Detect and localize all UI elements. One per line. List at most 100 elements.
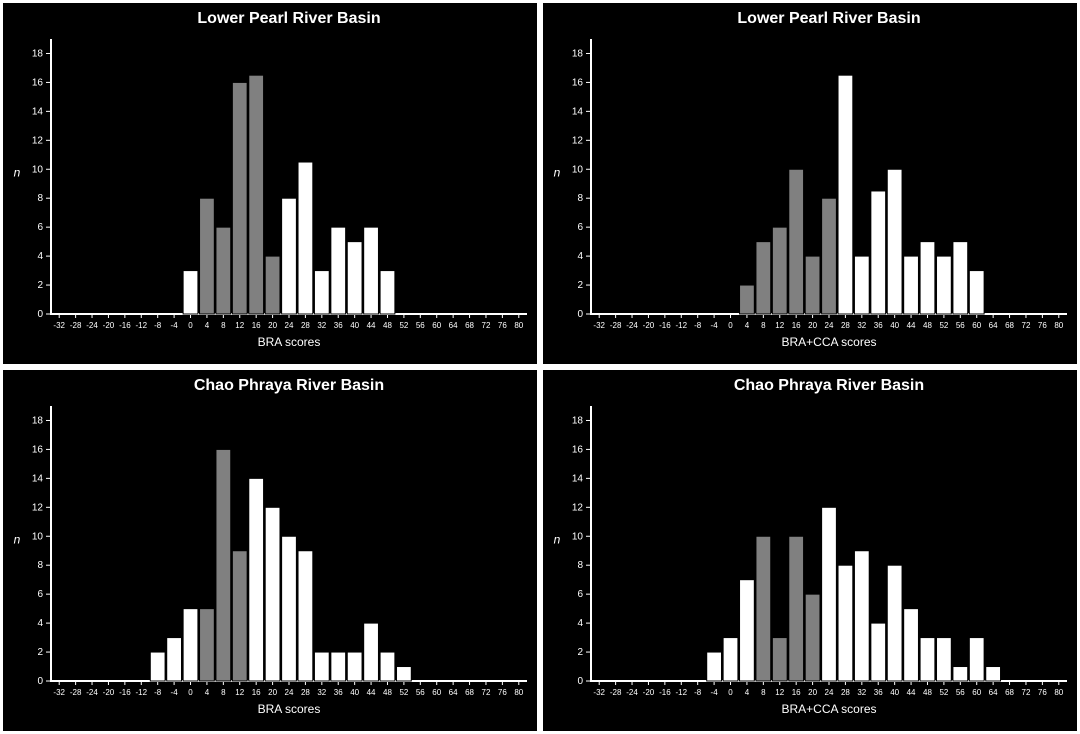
- x-tick-label: 12: [775, 321, 784, 330]
- x-tick-label: -4: [171, 688, 179, 697]
- y-tick-label: 18: [32, 415, 44, 426]
- bar: [347, 652, 362, 681]
- y-tick-label: 10: [32, 531, 44, 542]
- x-tick-label: -12: [675, 688, 687, 697]
- panel-bottom-right: Chao Phraya River Basin024681012141618n-…: [540, 367, 1080, 734]
- x-tick-label: 56: [416, 688, 425, 697]
- x-tick-label: -12: [675, 321, 687, 330]
- bar: [347, 242, 362, 314]
- bar: [397, 667, 412, 681]
- y-tick-label: 4: [37, 618, 43, 629]
- bar: [887, 169, 902, 314]
- x-tick-label: 24: [825, 688, 834, 697]
- x-tick-label: -12: [135, 321, 147, 330]
- x-tick-label: 48: [923, 321, 932, 330]
- x-tick-label: 76: [498, 321, 507, 330]
- y-tick-label: 4: [37, 251, 43, 262]
- x-tick-label: 8: [761, 321, 766, 330]
- chart-title: Chao Phraya River Basin: [194, 377, 384, 394]
- y-tick-label: 4: [577, 618, 583, 629]
- x-tick-label: 20: [268, 321, 277, 330]
- bar: [265, 507, 280, 681]
- x-tick-label: -28: [70, 321, 82, 330]
- x-tick-label: 52: [399, 321, 408, 330]
- x-tick-label: 4: [745, 688, 750, 697]
- x-tick-label: -4: [711, 688, 719, 697]
- x-tick-label: 0: [188, 688, 193, 697]
- x-tick-label: 28: [841, 321, 850, 330]
- x-tick-label: 8: [221, 688, 226, 697]
- bar: [200, 609, 215, 681]
- x-tick-label: 80: [1054, 321, 1063, 330]
- x-tick-label: -16: [659, 688, 671, 697]
- x-tick-label: 32: [857, 321, 866, 330]
- y-tick-label: 14: [572, 473, 584, 484]
- x-tick-label: 8: [761, 688, 766, 697]
- bar: [871, 191, 886, 314]
- x-tick-label: 40: [350, 688, 359, 697]
- x-tick-label: -16: [119, 688, 131, 697]
- x-tick-label: 4: [205, 321, 210, 330]
- bar: [969, 271, 984, 314]
- bar: [838, 75, 853, 314]
- y-tick-label: 12: [572, 135, 584, 146]
- bar: [298, 162, 313, 314]
- x-tick-label: -20: [643, 321, 655, 330]
- y-tick-label: 12: [32, 502, 44, 513]
- x-tick-label: 20: [268, 688, 277, 697]
- y-axis-label: n: [554, 533, 561, 547]
- bar: [380, 652, 395, 681]
- y-tick-label: 8: [37, 193, 43, 204]
- bar: [805, 256, 820, 314]
- x-tick-label: -24: [626, 688, 638, 697]
- y-tick-label: 0: [577, 309, 583, 320]
- bar: [969, 638, 984, 681]
- x-tick-label: -32: [593, 321, 605, 330]
- y-tick-label: 0: [37, 676, 43, 687]
- x-tick-label: 32: [317, 321, 326, 330]
- x-tick-label: 68: [1005, 321, 1014, 330]
- x-tick-label: -28: [610, 688, 622, 697]
- chart-title: Lower Pearl River Basin: [197, 10, 380, 27]
- y-tick-label: 6: [577, 589, 583, 600]
- x-tick-label: 48: [923, 688, 932, 697]
- y-tick-label: 2: [577, 280, 583, 291]
- y-tick-label: 8: [577, 560, 583, 571]
- x-tick-label: 0: [728, 688, 733, 697]
- x-tick-label: 16: [252, 688, 261, 697]
- bar: [364, 227, 379, 314]
- x-tick-label: 44: [907, 688, 916, 697]
- x-tick-label: 48: [383, 688, 392, 697]
- x-tick-label: 28: [301, 688, 310, 697]
- bar: [216, 227, 231, 314]
- bar: [183, 271, 198, 314]
- x-tick-label: 0: [728, 321, 733, 330]
- bar: [822, 198, 837, 314]
- bar: [183, 609, 198, 681]
- x-tick-label: 32: [317, 688, 326, 697]
- x-tick-label: 36: [334, 321, 343, 330]
- bar: [822, 507, 837, 681]
- y-tick-label: 10: [32, 164, 44, 175]
- y-tick-label: 2: [577, 647, 583, 658]
- chart-title: Lower Pearl River Basin: [737, 10, 920, 27]
- x-tick-label: 68: [465, 321, 474, 330]
- x-tick-label: 12: [235, 688, 244, 697]
- x-tick-label: 72: [482, 688, 491, 697]
- y-tick-label: 6: [37, 589, 43, 600]
- x-tick-label: 8: [221, 321, 226, 330]
- bar: [232, 551, 247, 681]
- bar: [232, 82, 247, 314]
- bar: [200, 198, 215, 314]
- x-tick-label: 80: [514, 688, 523, 697]
- x-tick-label: 76: [1038, 688, 1047, 697]
- bar: [167, 638, 182, 681]
- bar: [953, 242, 968, 314]
- x-tick-label: 52: [939, 688, 948, 697]
- bar: [854, 256, 869, 314]
- x-tick-label: 16: [252, 321, 261, 330]
- x-tick-label: 20: [808, 321, 817, 330]
- y-tick-label: 0: [577, 676, 583, 687]
- bar: [789, 536, 804, 681]
- x-tick-label: 64: [449, 688, 458, 697]
